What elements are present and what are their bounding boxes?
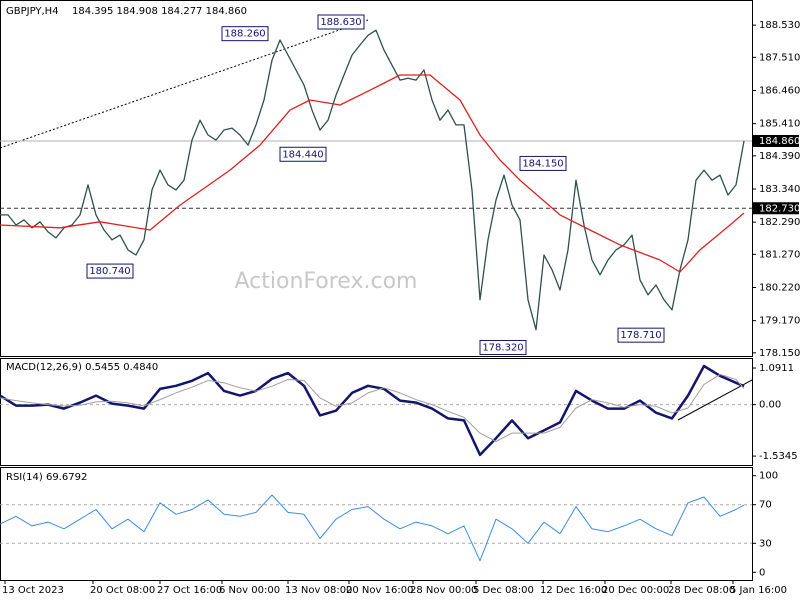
y-tick-label: 0.00 bbox=[759, 400, 781, 411]
price-annotation-box bbox=[317, 14, 365, 30]
series-line bbox=[0, 364, 745, 457]
panel-title: RSI(14) 69.6792 bbox=[6, 472, 87, 483]
series-line bbox=[0, 74, 745, 273]
y-tick-label: 181.270 bbox=[759, 249, 800, 260]
price-annotation: 184.440 bbox=[282, 149, 323, 160]
macd-trend-line bbox=[677, 379, 753, 421]
macd-panel bbox=[0, 358, 753, 466]
x-tick-label: 12 Dec 16:00 bbox=[540, 585, 607, 596]
x-tick-label: 28 Dec 08:00 bbox=[668, 585, 735, 596]
trend-line bbox=[0, 19, 369, 149]
ohlc-values: 184.395 184.908 184.277 184.860 bbox=[72, 6, 247, 17]
price-annotation: 184.150 bbox=[522, 158, 563, 169]
y-tick-label: 30 bbox=[759, 538, 772, 549]
y-tick-label: 100 bbox=[759, 471, 778, 482]
series-line bbox=[0, 494, 745, 562]
x-tick-label: 6 Nov 00:00 bbox=[219, 585, 280, 596]
x-tick-label: 5 Jan 16:00 bbox=[730, 585, 787, 596]
rsi-panel bbox=[0, 467, 753, 581]
price-annotation-box bbox=[617, 327, 665, 343]
y-tick-label: 0 bbox=[759, 567, 765, 578]
y-tick-label: 180.220 bbox=[759, 282, 800, 293]
price-annotation: 188.260 bbox=[224, 29, 265, 40]
x-tick-label: 27 Oct 16:00 bbox=[157, 585, 222, 596]
y-tick-label: 183.340 bbox=[759, 184, 800, 195]
price-annotation: 178.710 bbox=[620, 330, 661, 341]
x-tick-label: 5 Dec 08:00 bbox=[473, 585, 534, 596]
price-annotation: 188.630 bbox=[320, 17, 361, 28]
y-tick-label: 182.290 bbox=[759, 217, 800, 228]
x-tick-label: 20 Dec 00:00 bbox=[602, 585, 669, 596]
x-tick-label: 28 Nov 00:00 bbox=[410, 585, 477, 596]
series-line bbox=[0, 373, 745, 442]
price-panel bbox=[0, 0, 753, 357]
price-annotation: 180.740 bbox=[89, 266, 130, 277]
price-level-box bbox=[753, 202, 799, 215]
y-tick-label: 70 bbox=[759, 500, 772, 511]
y-tick-label: 186.460 bbox=[759, 86, 800, 97]
price-annotation-box bbox=[519, 155, 567, 171]
x-tick-label: 13 Oct 2023 bbox=[2, 585, 64, 596]
series-line bbox=[0, 29, 745, 331]
price-level-label: 182.730 bbox=[759, 203, 800, 214]
panel-title: MACD(12,26,9) 0.5455 0.4840 bbox=[6, 362, 158, 373]
price-annotation-box bbox=[279, 146, 327, 162]
y-tick-label: 179.170 bbox=[759, 316, 800, 327]
y-tick-label: 185.410 bbox=[759, 119, 800, 130]
x-tick-label: 13 Nov 08:00 bbox=[285, 585, 352, 596]
price-annotation: 178.320 bbox=[482, 342, 523, 353]
price-annotation-box bbox=[221, 26, 269, 42]
x-tick-label: 20 Oct 08:00 bbox=[90, 585, 155, 596]
x-tick-label: 20 Nov 16:00 bbox=[346, 585, 413, 596]
price-level-box bbox=[753, 135, 799, 148]
panel-title: GBPJPY,H4 bbox=[6, 6, 59, 17]
y-tick-label: -1.5345 bbox=[759, 451, 798, 462]
y-tick-label: 188.530 bbox=[759, 20, 800, 31]
y-tick-label: 184.390 bbox=[759, 151, 800, 162]
price-level-label: 184.860 bbox=[759, 136, 800, 147]
y-tick-label: 187.510 bbox=[759, 52, 800, 63]
watermark: ActionForex.com bbox=[235, 269, 418, 294]
price-annotation-box bbox=[86, 263, 134, 279]
y-tick-label: 1.0911 bbox=[759, 363, 794, 374]
price-annotation-box bbox=[479, 339, 527, 355]
y-tick-label: 178.150 bbox=[759, 348, 800, 359]
